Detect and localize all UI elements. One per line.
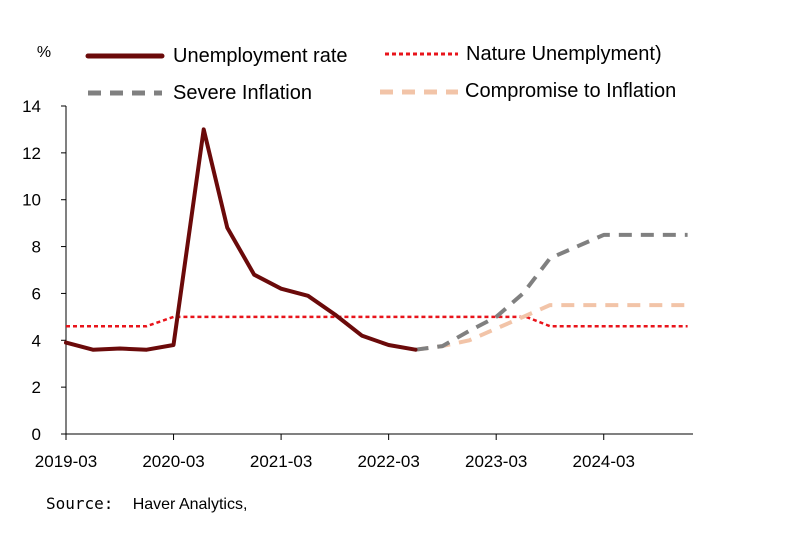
legend-label-severe: Severe Inflation [173,82,312,104]
y-axis-unit-label: % [37,44,51,61]
source-prefix: Source: [46,494,114,513]
legend-label-compromise: Compromise to Inflation [465,80,676,102]
y-tick-label: 10 [22,191,41,210]
y-tick-label: 12 [22,144,41,163]
series-line-severe [415,232,688,352]
y-tick-label: 14 [22,97,41,116]
x-tick-label: 2020-03 [142,452,204,471]
y-tick-label: 2 [32,378,41,397]
x-tick-label: 2023-03 [465,452,527,471]
y-tick-label: 6 [32,284,41,303]
y-axis-ticks: 0 2 4 6 8 10 12 14 [22,97,66,444]
series-line-compromise [415,303,688,352]
x-axis-ticks: 2019-03 2020-03 2021-03 2022-03 2023-03 2024-… [35,434,635,471]
x-tick-label: 2022-03 [357,452,419,471]
source-text: Haver Analytics, [132,496,248,513]
x-tick-label: 2021-03 [250,452,312,471]
legend: Unemployment rate Nature Unemplyment) Se… [85,43,676,104]
x-tick-label: 2024-03 [573,452,635,471]
y-tick-label: 4 [32,331,41,350]
x-tick-label: 2019-03 [35,452,97,471]
legend-label-nature: Nature Unemplyment) [466,43,662,65]
series-line-unemployment [64,127,418,352]
series-line-nature [66,315,688,328]
y-tick-label: 8 [32,238,41,257]
series-layer [64,127,688,352]
source-note: Source: Haver Analytics, [46,494,247,514]
axes [65,106,693,435]
y-tick-label: 0 [32,425,41,444]
legend-label-unemployment: Unemployment rate [173,45,348,67]
